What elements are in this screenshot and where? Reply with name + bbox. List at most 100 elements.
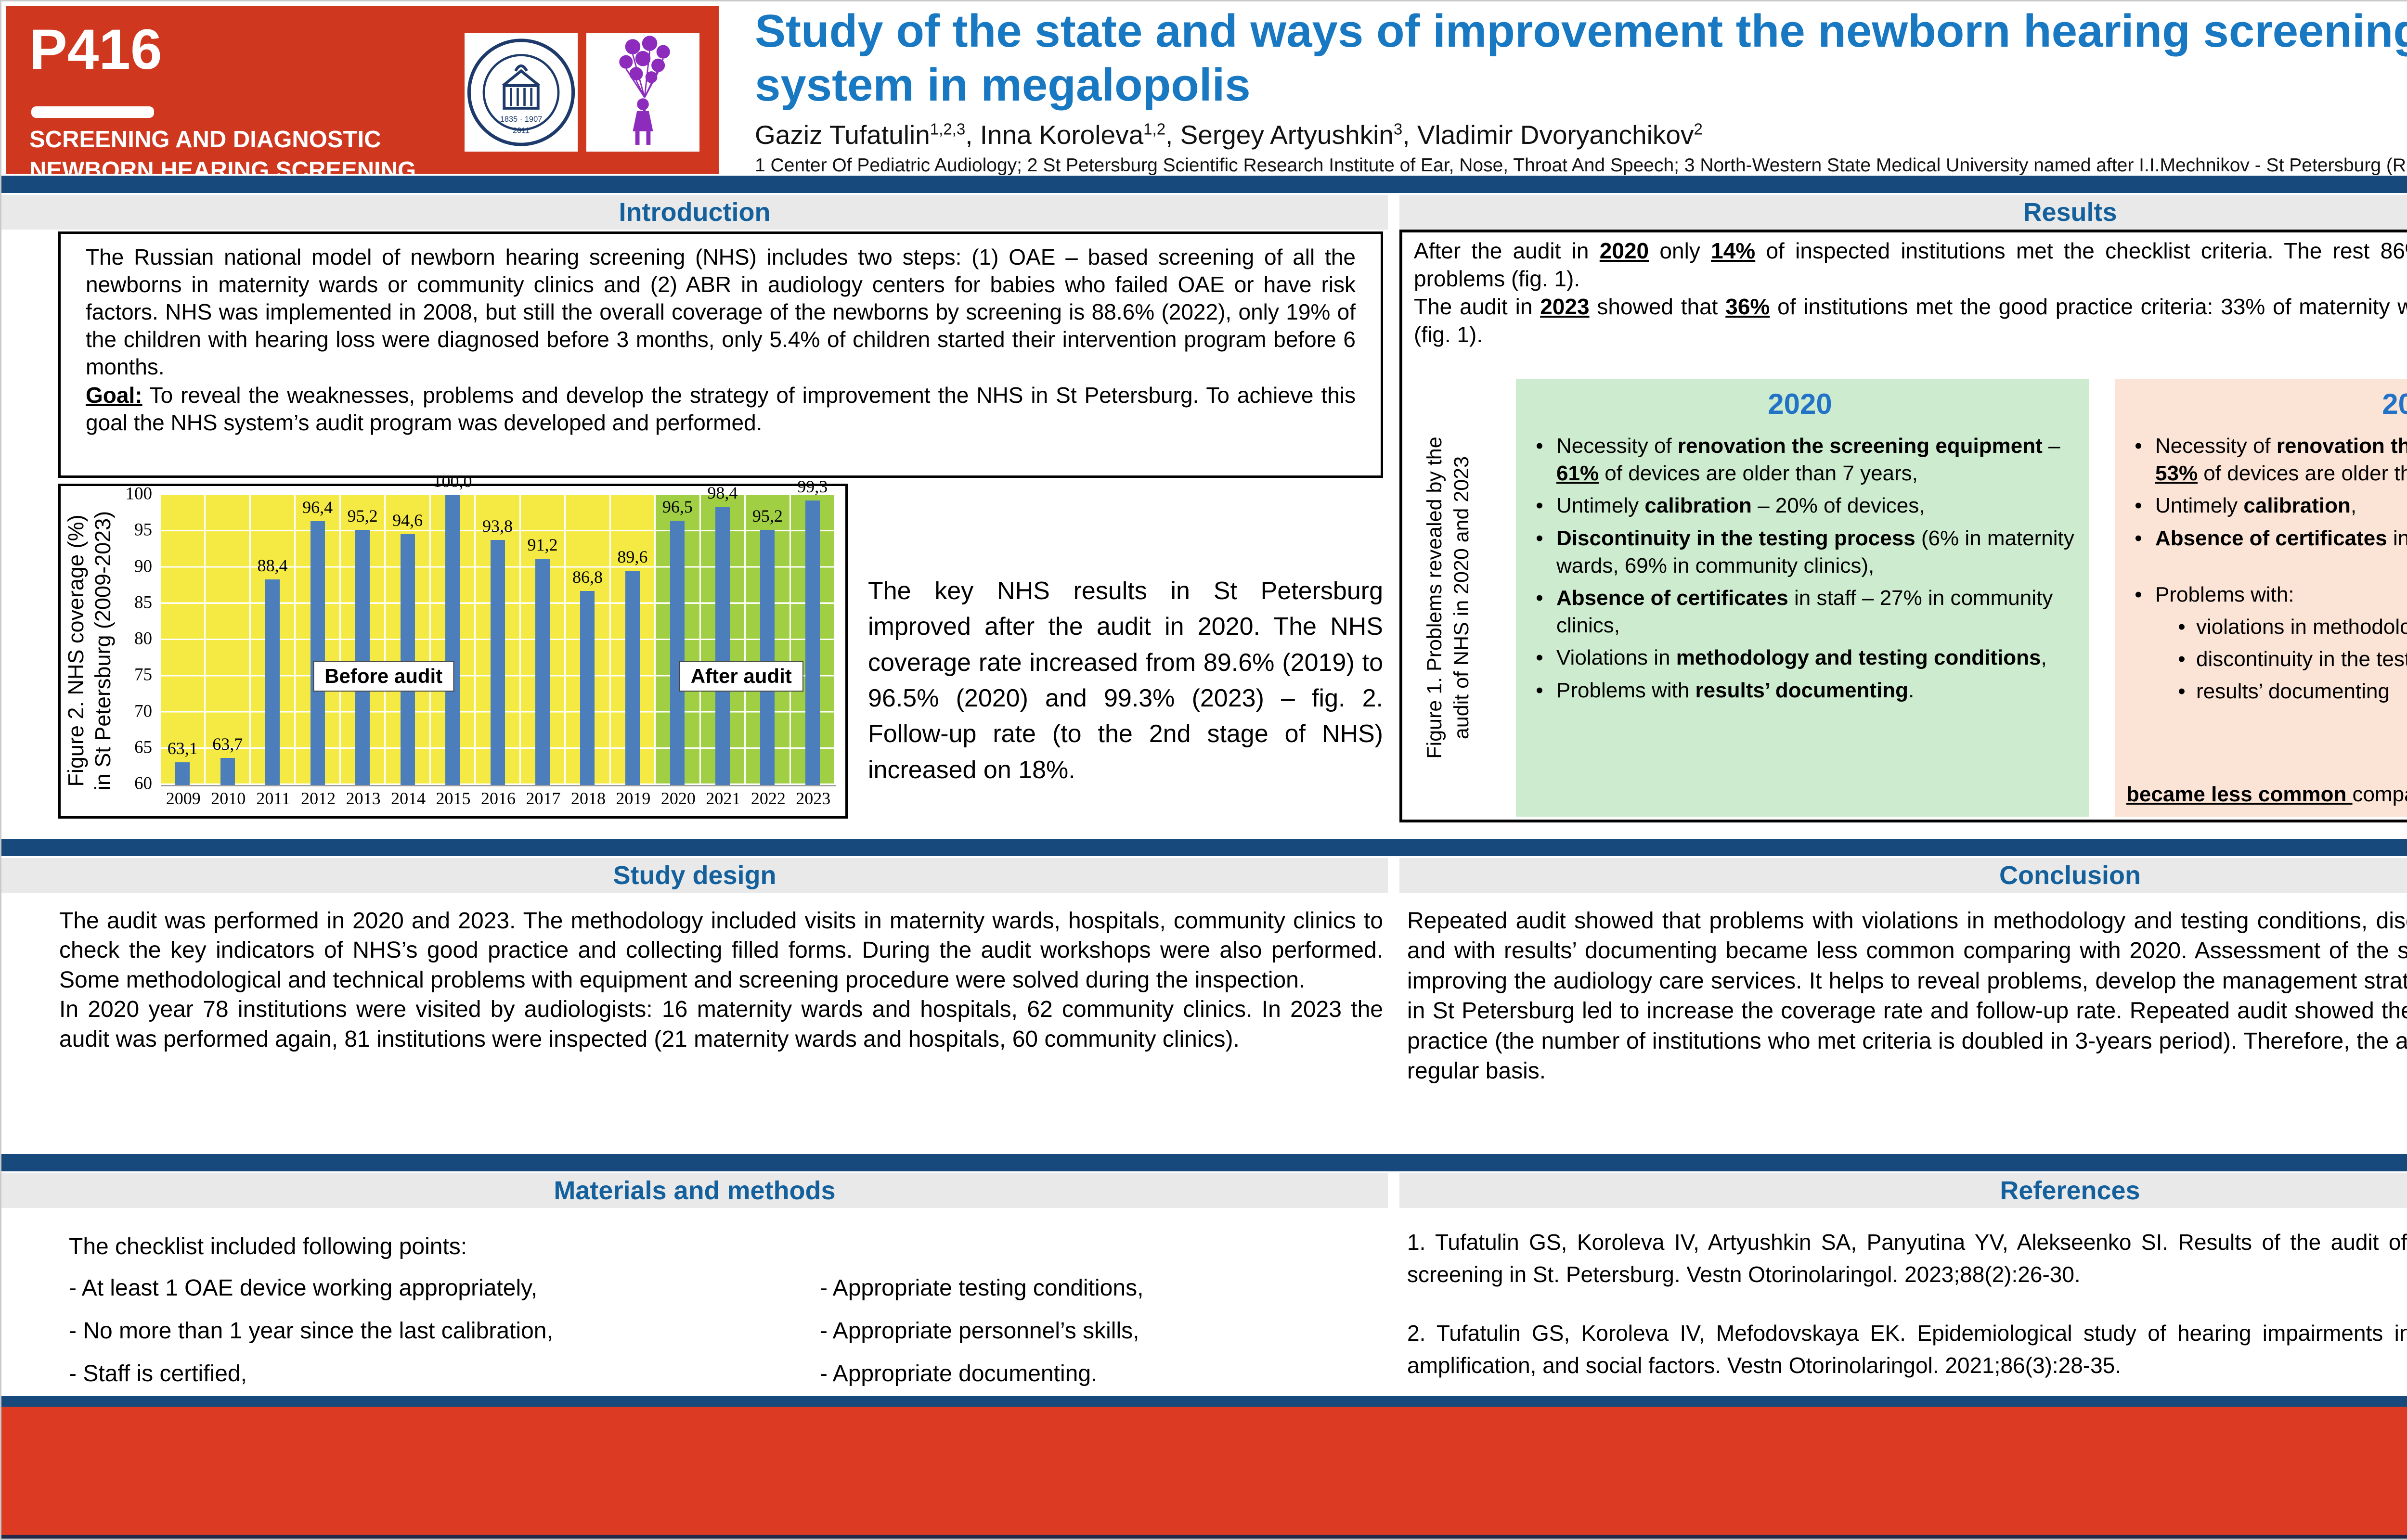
figure2-caption: Figure 2. NHS coverage (%) in St Petersb… bbox=[64, 511, 116, 791]
bar-2016 bbox=[490, 540, 505, 785]
checklist-item: - Staff is certified, bbox=[69, 1360, 247, 1386]
title-block: Study of the state and ways of improveme… bbox=[755, 4, 2407, 176]
bar-value-label: 86,8 bbox=[572, 567, 603, 587]
section-band-introduction: Introduction bbox=[1, 195, 1388, 230]
svg-text:1835 · 1907: 1835 · 1907 bbox=[500, 115, 543, 124]
introduction-goal: Goal: To reveal the weaknesses, problems… bbox=[86, 383, 1356, 436]
bar-value-label: 96,4 bbox=[302, 498, 333, 517]
y-tick-label: 60 bbox=[134, 773, 152, 794]
x-tick-label: 2018 bbox=[570, 789, 606, 808]
x-tick-label: 2020 bbox=[660, 789, 696, 808]
materials-column-2: - Appropriate testing conditions, - Appro… bbox=[820, 1267, 1373, 1395]
before-audit-label: Before audit bbox=[313, 661, 454, 692]
bar-2023 bbox=[805, 500, 820, 785]
bar-value-label: 63,7 bbox=[212, 734, 243, 754]
checklist-item: - Appropriate documenting. bbox=[820, 1360, 1098, 1386]
x-tick-label: 2012 bbox=[301, 789, 336, 808]
problems-2023-list: •Necessity of renovation the screening e… bbox=[2122, 427, 2407, 710]
poster-code-panel: P416 SCREENING AND DIAGNOSTIC NEWBORN HE… bbox=[6, 6, 719, 183]
figure2-chart: 63,1 63,7 88,4 96,4 95,2 94,6 100,0 93,8 91,2 86,… bbox=[161, 472, 836, 786]
affiliations: 1 Center Of Pediatric Audiology; 2 St Pe… bbox=[755, 154, 2407, 176]
section-title-conclusion: Conclusion bbox=[1999, 861, 2141, 890]
x-tick-label: 2019 bbox=[616, 789, 651, 808]
results-box: After the audit in 2020 only 14% of insp… bbox=[1399, 230, 2407, 822]
y-tick-label: 80 bbox=[134, 629, 152, 649]
checklist-item: - Appropriate personnel’s skills, bbox=[820, 1318, 1139, 1344]
x-tick-label: 2010 bbox=[211, 789, 246, 808]
bullet-item: •Necessity of renovation the screening e… bbox=[1536, 434, 2060, 486]
bullet-item: •discontinuity in the testing process bbox=[2178, 647, 2407, 671]
materials-column-1: - At least 1 OAE device working appropri… bbox=[69, 1267, 752, 1395]
bar-value-label: 63,1 bbox=[167, 739, 198, 758]
problems-2023-footer: became less common comparing with 2020. bbox=[2126, 782, 2407, 806]
materials-intro: The checklist included following points: bbox=[69, 1234, 467, 1259]
section-band-results: Results bbox=[1399, 195, 2407, 230]
bar-2011 bbox=[265, 579, 280, 785]
section-title-study-design: Study design bbox=[613, 861, 776, 890]
after-audit-label: After audit bbox=[679, 661, 803, 692]
chart-slot: 95,2 bbox=[746, 495, 791, 785]
bar-value-label: 95,2 bbox=[347, 506, 378, 526]
bar-2022 bbox=[760, 530, 775, 785]
author-name: Inna Koroleva1,2 bbox=[980, 119, 1166, 150]
section-title-materials: Materials and methods bbox=[554, 1176, 836, 1205]
reference-item: 1. Tufatulin GS, Koroleva IV, Artyushkin… bbox=[1407, 1230, 2407, 1287]
y-tick-label: 75 bbox=[134, 665, 152, 685]
bar-value-label: 91,2 bbox=[527, 535, 558, 555]
chart-slot: 98,4 bbox=[700, 483, 746, 785]
bottom-edge-line bbox=[1, 1535, 2407, 1539]
chart-slot: 95,2 bbox=[340, 495, 386, 785]
bullet-item: •Absence of certificates in staff, bbox=[2135, 526, 2407, 550]
bar-2012 bbox=[310, 521, 325, 785]
bullet-item: • Untimely calibration – 20% of devices, bbox=[1536, 494, 1925, 518]
bullet-item: • Problems with results’ documenting. bbox=[1536, 678, 1915, 702]
bar-value-label: 100,0 bbox=[433, 472, 472, 491]
authors-line: Gaziz Tufatulin1,2,3, Inna Koroleva1,2, … bbox=[755, 119, 1703, 150]
bar-2009 bbox=[175, 762, 190, 785]
bullet-item: •violations in methodology and testing c… bbox=[2178, 615, 2407, 639]
x-tick-label: 2009 bbox=[166, 789, 201, 808]
chart-note: The key NHS results in St Petersburg imp… bbox=[868, 577, 1383, 784]
bar-value-label: 93,8 bbox=[482, 516, 513, 536]
results-paragraph-1: After the audit in 2020 only 14% of insp… bbox=[1414, 238, 2407, 291]
bar-value-label: 96,5 bbox=[662, 497, 693, 516]
checklist-item: - Appropriate testing conditions, bbox=[820, 1275, 1144, 1301]
bullet-item: • Violations in methodology and testing c… bbox=[1536, 646, 2047, 670]
x-tick-label: 2016 bbox=[481, 789, 516, 808]
bullet-item: • Discontinuity in the testing process (6… bbox=[1536, 526, 2074, 578]
results-paragraph-2: The audit in 2023 showed that 36% of ins… bbox=[1414, 294, 2407, 347]
bar-2018 bbox=[580, 590, 595, 785]
bullet-item: • Untimely calibration, bbox=[2135, 494, 2357, 518]
bar-2019 bbox=[625, 570, 640, 785]
bar-2020 bbox=[670, 520, 685, 785]
divider-bar-1 bbox=[1, 176, 2407, 193]
divider-bar-2 bbox=[1, 839, 2407, 856]
section-band-materials: Materials and methods bbox=[1, 1173, 1388, 1208]
problems-2020-list: • Necessity of renovation the screening e… bbox=[1523, 427, 2077, 709]
chart-slot: 100,0 bbox=[430, 472, 476, 785]
section-title-references: References bbox=[2000, 1176, 2140, 1205]
section-band-study-design: Study design bbox=[1, 858, 1388, 893]
x-tick-label: 2011 bbox=[256, 789, 290, 808]
x-tick-label: 2021 bbox=[706, 789, 741, 808]
bar-2015 bbox=[445, 495, 460, 785]
bar-value-label: 95,2 bbox=[752, 506, 783, 526]
chart-slot: 96,5 bbox=[656, 495, 701, 785]
chart-slot: 63,7 bbox=[206, 495, 251, 785]
balloons-logo bbox=[586, 33, 699, 152]
x-tick-label: 2014 bbox=[391, 789, 426, 808]
footer-band bbox=[1, 1407, 2407, 1535]
bar-value-label: 98,4 bbox=[707, 483, 738, 503]
divider-dash bbox=[31, 106, 154, 118]
chart-slot: 86,8 bbox=[566, 495, 611, 785]
bar-2013 bbox=[355, 530, 370, 785]
track-title: SCREENING AND DIAGNOSTIC NEWBORN HEARING… bbox=[29, 125, 416, 186]
y-tick-label: 100 bbox=[125, 484, 153, 504]
chart-y-axis: 60 65 70 75 80 85 90 95 100 bbox=[119, 484, 157, 794]
author-name: Sergey Artyushkin3 bbox=[1180, 119, 1403, 150]
study-design-paragraph-1: The audit was performed in 2020 and 2023… bbox=[59, 908, 1383, 993]
chart-slot: 91,2 bbox=[520, 495, 566, 785]
poster-code: P416 bbox=[29, 18, 162, 81]
poster-title: Study of the state and ways of improveme… bbox=[755, 5, 2407, 111]
